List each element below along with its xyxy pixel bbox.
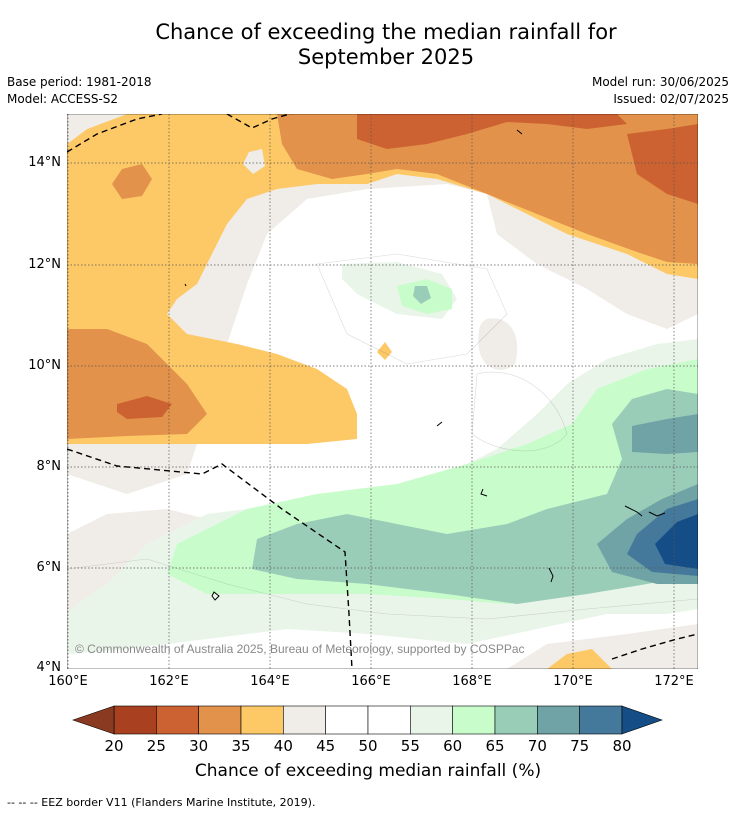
colorbar-tick: 55 <box>400 737 420 755</box>
y-tick-12n: 12°N <box>28 257 61 272</box>
rainfall-map: © Commonwealth of Australia 2025, Bureau… <box>67 114 698 669</box>
model-name: Model: ACCESS-S2 <box>7 92 119 106</box>
x-tick-170e: 170°E <box>553 674 593 689</box>
colorbar-over-arrow <box>621 705 663 735</box>
copyright-text: © Commonwealth of Australia 2025, Bureau… <box>75 642 525 656</box>
colorbar-under-arrow <box>72 705 115 735</box>
band-over-80 <box>655 514 698 569</box>
eez-borders <box>67 114 698 669</box>
colorbar-cell <box>537 705 580 735</box>
chart-title: Chance of exceeding the median rainfall … <box>0 20 736 70</box>
colorbar-tick: 75 <box>570 737 590 755</box>
colorbar-cell <box>367 705 411 735</box>
band-25-30-east <box>627 124 698 204</box>
colorbar-label: Chance of exceeding median rainfall (%) <box>194 761 542 781</box>
colorbar-cell <box>579 705 623 735</box>
band-30-35 <box>277 114 698 264</box>
band-70-75 <box>632 414 698 454</box>
y-tick-14n: 14°N <box>28 155 61 170</box>
band-30-35-west <box>67 329 207 439</box>
model-run: Model run: 30/06/2025 <box>591 75 729 89</box>
y-tick-6n: 6°N <box>36 560 62 575</box>
band-30-35-blob <box>112 164 152 199</box>
eez-legend: -- -- -- EEZ border V11 (Flanders Marine… <box>7 796 316 809</box>
band-25-30-west <box>117 396 172 419</box>
colorbar-tick: 45 <box>316 737 336 755</box>
y-tick-8n: 8°N <box>36 459 62 474</box>
colorbar-cell <box>156 705 199 735</box>
band-40-45-island <box>478 318 518 370</box>
x-tick-172e: 172°E <box>654 674 694 689</box>
title-line-1: Chance of exceeding the median rainfall … <box>155 20 617 44</box>
band-65-70 <box>252 389 698 604</box>
colorbar-tick: 50 <box>358 737 378 755</box>
x-tick-160e: 160°E <box>48 674 88 689</box>
y-tick-4n: 4°N <box>36 660 62 675</box>
colorbar-tick: 30 <box>189 737 209 755</box>
colorbar-cell <box>452 705 496 735</box>
colorbar-cell <box>410 705 453 735</box>
x-tick-166e: 166°E <box>351 674 391 689</box>
x-tick-164e: 164°E <box>250 674 290 689</box>
title-line-2: September 2025 <box>297 45 475 69</box>
colorbar-tick: 65 <box>485 737 505 755</box>
colorbar-cell <box>198 705 242 735</box>
band-35-40-south <box>547 649 612 669</box>
colorbar-cell <box>240 705 284 735</box>
colorbar-tick: 80 <box>612 737 632 755</box>
colorbar-cell <box>494 705 538 735</box>
colorbar-tick: 35 <box>231 737 251 755</box>
y-tick-10n: 10°N <box>28 358 61 373</box>
band-35-40-spot <box>377 342 392 360</box>
band-40-45-spot <box>243 149 265 174</box>
colorbar-tick: 25 <box>146 737 166 755</box>
islands <box>184 129 666 601</box>
colorbar-cell <box>113 705 157 735</box>
colorbar-cell <box>325 705 369 735</box>
colorbar-cell <box>283 705 326 735</box>
gridlines <box>67 114 698 669</box>
band-40-45-topleft <box>67 114 127 144</box>
band-40-45-se <box>507 624 698 669</box>
band-25-30 <box>357 114 627 149</box>
x-tick-162e: 162°E <box>149 674 189 689</box>
colorbar-tick: 40 <box>273 737 293 755</box>
colorbar <box>72 705 663 735</box>
colorbar-tick: 60 <box>443 737 463 755</box>
colorbar-tick: 70 <box>527 737 547 755</box>
issued-date: Issued: 02/07/2025 <box>613 92 729 106</box>
x-tick-168e: 168°E <box>452 674 492 689</box>
band-65-70-north <box>413 286 431 304</box>
meta-right: Model run: 30/06/2025 Issued: 02/07/2025 <box>592 74 729 108</box>
base-period: Base period: 1981-2018 <box>7 75 152 89</box>
meta-left: Base period: 1981-2018 Model: ACCESS-S2 <box>7 74 152 108</box>
colorbar-cells <box>113 705 623 735</box>
colorbar-tick: 20 <box>104 737 124 755</box>
